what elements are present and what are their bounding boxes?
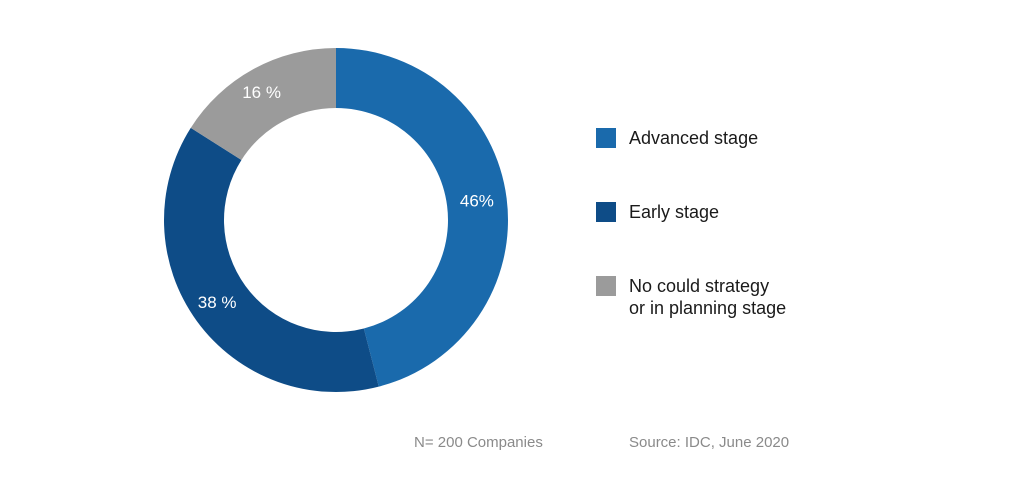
legend-label-planning: No could strategy or in planning stage xyxy=(629,276,787,318)
legend-item-advanced: Advanced stage xyxy=(596,127,758,149)
source-note: Source: IDC, June 2020 xyxy=(629,434,790,451)
legend-label-early: Early stage xyxy=(629,202,720,222)
donut-slices xyxy=(164,48,509,392)
legend-label-advanced: Advanced stage xyxy=(629,128,759,148)
slice-early xyxy=(164,127,379,392)
slice-planning xyxy=(190,48,336,160)
legend-swatch-early xyxy=(596,202,616,222)
legend-item-early: Early stage xyxy=(596,201,719,223)
data-label-early: 38 % xyxy=(198,293,237,312)
data-label-advanced: 46% xyxy=(460,192,494,211)
legend-swatch-advanced xyxy=(596,128,616,148)
slice-advanced xyxy=(336,48,509,387)
legend-item-planning: No could strategy or in planning stage xyxy=(596,275,786,319)
data-label-planning: 16 % xyxy=(242,83,281,102)
donut-data-labels: 46% 38 % 16 % xyxy=(198,83,494,312)
sample-size-note: N= 200 Companies xyxy=(414,434,543,451)
legend-swatch-planning xyxy=(596,276,616,296)
